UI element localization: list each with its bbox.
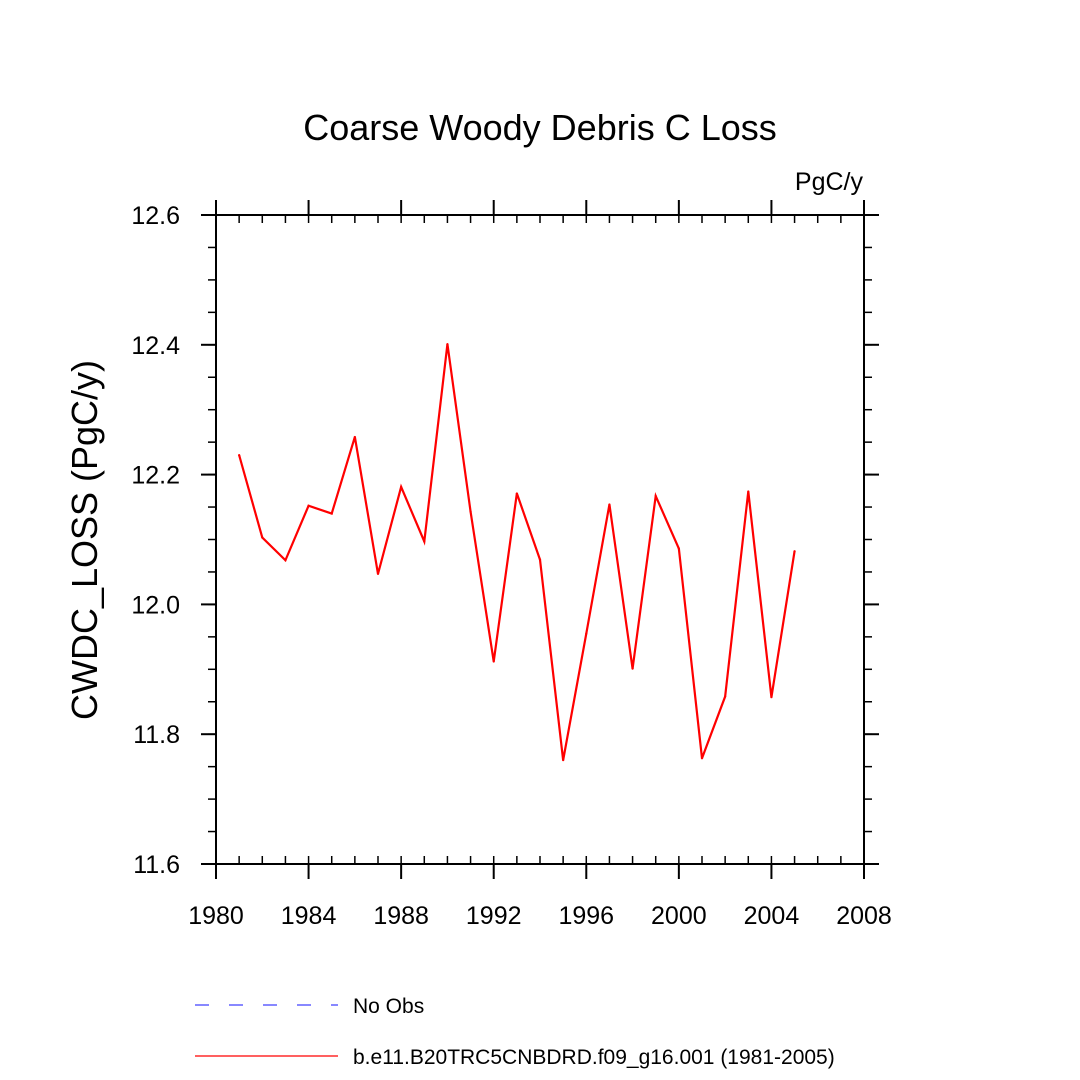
data-point — [631, 667, 634, 670]
data-point — [562, 759, 565, 762]
y-axis-label: CWDC_LOSS (PgC/y) — [64, 360, 105, 720]
data-point — [400, 485, 403, 489]
y-tick-label: 11.6 — [133, 851, 180, 879]
chart-title: Coarse Woody Debris C Loss — [303, 107, 777, 148]
y-tick-label: 12.2 — [131, 462, 180, 490]
x-tick-label: 1980 — [188, 902, 244, 930]
y-tick-label: 12.6 — [131, 202, 180, 230]
legend-label: b.e11.B20TRC5CNBDRD.f09_g16.001 (1981-20… — [353, 1046, 835, 1069]
data-point — [353, 435, 356, 439]
x-tick-label: 1992 — [466, 902, 522, 930]
data-point — [770, 696, 773, 699]
series-line — [238, 343, 796, 761]
data-point — [376, 572, 380, 575]
x-tick-label: 1996 — [558, 902, 614, 930]
data-point — [677, 547, 680, 550]
x-tick-label: 2004 — [744, 902, 800, 930]
y-tick-label: 11.8 — [133, 721, 180, 749]
y-tick-label: 12.4 — [131, 332, 180, 360]
units-label: PgC/y — [795, 168, 864, 196]
plot-frame — [215, 214, 865, 865]
x-tick-label: 2008 — [836, 902, 892, 930]
data-point — [515, 492, 518, 495]
data-point — [724, 695, 727, 698]
data-point — [330, 512, 333, 515]
x-tick-label: 2000 — [651, 902, 707, 930]
data-point — [284, 559, 287, 562]
data-point — [307, 504, 310, 507]
data-point — [538, 558, 542, 561]
legend-label: No Obs — [353, 995, 424, 1018]
data-point — [793, 550, 796, 553]
data-point — [261, 536, 264, 539]
data-point — [492, 660, 495, 663]
x-tick-label: 1984 — [281, 902, 337, 930]
data-point — [747, 490, 750, 493]
legend: No Obs b.e11.B20TRC5CNBDRD.f09_g16.001 (1… — [195, 995, 835, 1069]
data-point — [700, 757, 704, 760]
ticks-layer: 1980 1984 1988 1992 1996 2000 2004 2008 11.6 11.8… — [131, 200, 892, 930]
data-point — [446, 343, 449, 346]
series-layer — [238, 343, 796, 762]
data-point — [585, 632, 588, 635]
data-point — [238, 454, 241, 457]
x-tick-label: 1988 — [373, 902, 429, 930]
data-point — [469, 510, 472, 513]
data-point — [608, 503, 611, 506]
data-point — [423, 540, 426, 543]
y-tick-label: 12.0 — [131, 591, 180, 619]
data-point — [654, 494, 657, 498]
